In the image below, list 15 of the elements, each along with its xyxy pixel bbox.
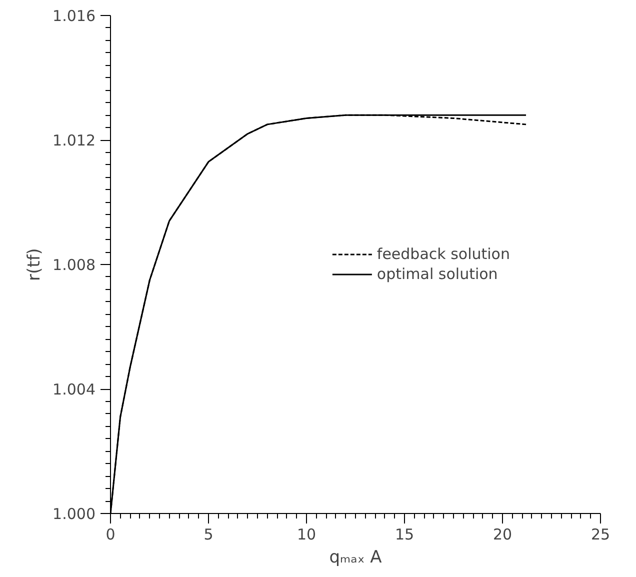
x-tick-label: 5 xyxy=(204,526,214,544)
y-tick-label: 1.016 xyxy=(52,7,96,25)
legend-label: optimal solution xyxy=(376,265,498,283)
y-axis-title: r(tf) xyxy=(24,248,45,281)
x-tick-label: 25 xyxy=(590,526,610,544)
y-tick-label: 1.008 xyxy=(52,256,96,274)
y-tick-label: 1.000 xyxy=(52,505,96,523)
x-tick-label: 10 xyxy=(296,526,316,544)
y-tick-label: 1.004 xyxy=(52,380,96,398)
y-tick-label: 1.012 xyxy=(52,132,96,150)
x-tick-label: 20 xyxy=(492,526,512,544)
x-tick-label: 15 xyxy=(394,526,414,544)
legend-label: feedback solution xyxy=(376,245,510,263)
x-axis-title: qₘₐₓ A xyxy=(329,548,382,568)
x-tick-label: 0 xyxy=(106,526,116,544)
